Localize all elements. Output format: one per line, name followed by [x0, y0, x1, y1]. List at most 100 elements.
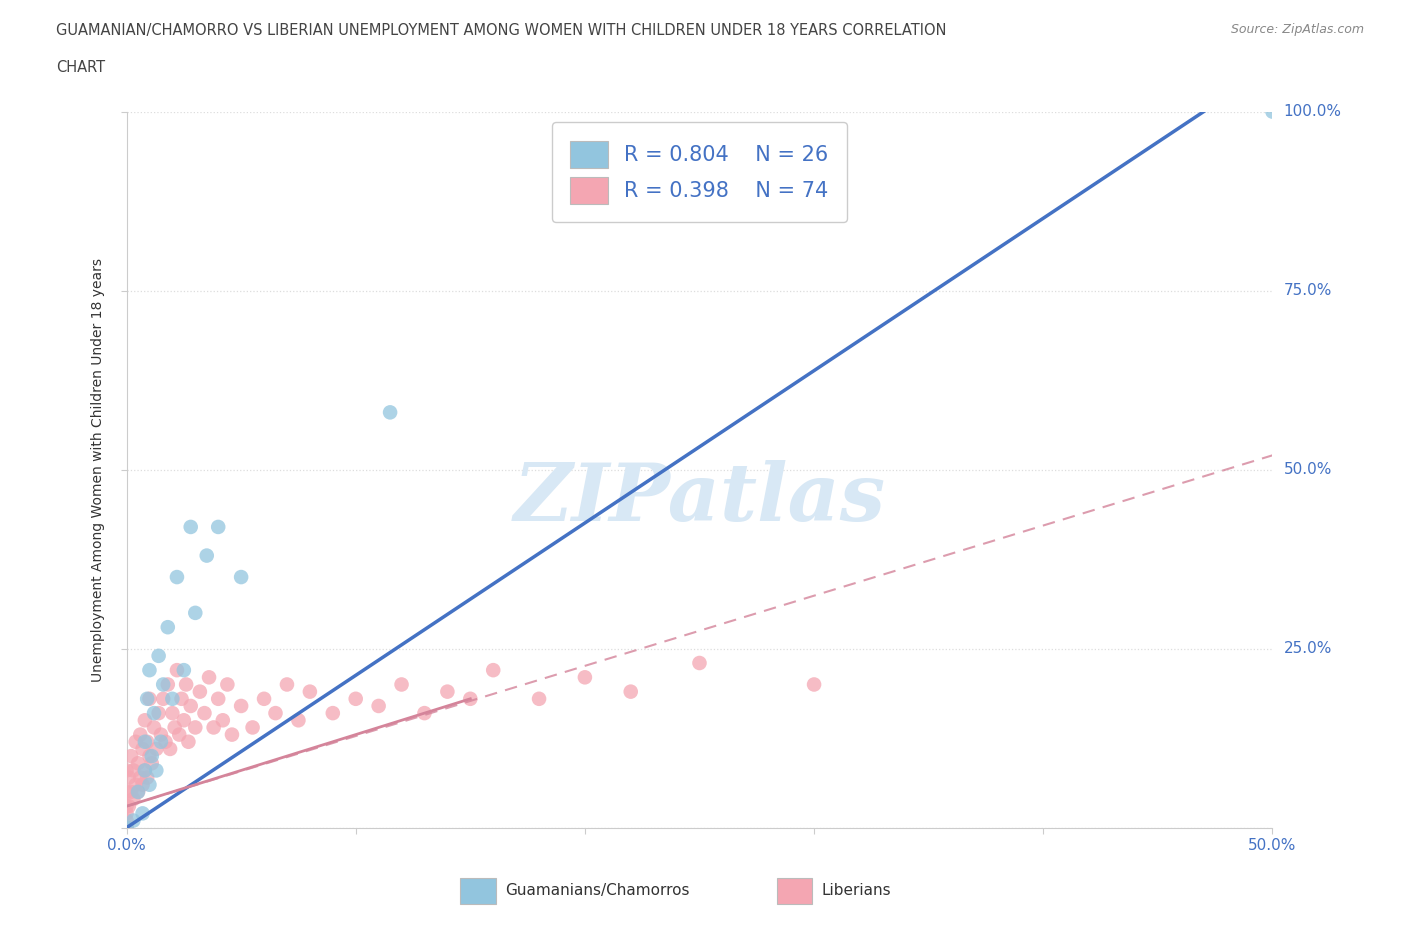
Point: [193, 706, 215, 721]
Point: [155, 735, 177, 750]
Point: [184, 720, 207, 735]
Point: [188, 684, 211, 699]
Point: [134, 763, 156, 777]
Legend: R = 0.804    N = 26, R = 0.398    N = 74: R = 0.804 N = 26, R = 0.398 N = 74: [551, 122, 848, 222]
Point: [180, 698, 202, 713]
Point: [202, 720, 225, 735]
Point: [143, 720, 166, 735]
Point: [195, 548, 218, 563]
Point: [174, 677, 197, 692]
Point: [217, 677, 239, 692]
Point: [136, 691, 159, 706]
Text: Liberians: Liberians: [821, 884, 891, 898]
Point: [118, 799, 141, 814]
Point: [803, 677, 825, 692]
Point: [378, 405, 401, 419]
Text: 50.0%: 50.0%: [1284, 462, 1331, 477]
Point: [115, 820, 138, 835]
Point: [276, 677, 298, 692]
Point: [149, 735, 172, 750]
Point: [166, 663, 188, 678]
Point: [527, 691, 550, 706]
Point: [134, 763, 156, 777]
Point: [391, 677, 413, 692]
Point: [298, 684, 321, 699]
Point: [482, 663, 505, 678]
Point: [145, 741, 167, 756]
Point: [136, 770, 159, 785]
Text: 100.0%: 100.0%: [1284, 104, 1341, 119]
Point: [264, 706, 287, 721]
Point: [242, 720, 264, 735]
Point: [159, 741, 181, 756]
Point: [127, 785, 149, 800]
Point: [138, 749, 160, 764]
Point: [152, 691, 174, 706]
Point: [156, 619, 179, 634]
Point: [1261, 104, 1284, 119]
Text: CHART: CHART: [56, 60, 105, 75]
Point: [207, 691, 229, 706]
Point: [136, 735, 159, 750]
Text: ZIPatlas: ZIPatlas: [513, 459, 886, 537]
Point: [367, 698, 389, 713]
Point: [131, 741, 153, 756]
Point: [211, 712, 233, 727]
Text: 25.0%: 25.0%: [1284, 641, 1331, 657]
Point: [198, 670, 221, 684]
Point: [180, 520, 202, 535]
Text: Guamanians/Chamorros: Guamanians/Chamorros: [505, 884, 690, 898]
Point: [173, 663, 195, 678]
Point: [143, 706, 166, 721]
Text: Source: ZipAtlas.com: Source: ZipAtlas.com: [1230, 23, 1364, 36]
Point: [148, 706, 170, 721]
Point: [149, 727, 172, 742]
Point: [173, 712, 195, 727]
Point: [184, 605, 207, 620]
Text: GUAMANIAN/CHAMORRO VS LIBERIAN UNEMPLOYMENT AMONG WOMEN WITH CHILDREN UNDER 18 Y: GUAMANIAN/CHAMORRO VS LIBERIAN UNEMPLOYM…: [56, 23, 946, 38]
Point: [231, 698, 253, 713]
Point: [122, 791, 145, 806]
Point: [688, 656, 710, 671]
Point: [115, 763, 138, 777]
Point: [156, 677, 179, 692]
Point: [167, 727, 190, 742]
Point: [287, 712, 309, 727]
Point: [152, 677, 174, 692]
Point: [177, 735, 200, 750]
Point: [413, 706, 436, 721]
Point: [129, 770, 152, 785]
Point: [574, 670, 596, 684]
Point: [620, 684, 643, 699]
Point: [115, 785, 138, 800]
Point: [118, 770, 141, 785]
Text: 75.0%: 75.0%: [1284, 283, 1331, 299]
Point: [115, 820, 138, 835]
Point: [131, 806, 153, 821]
Point: [162, 691, 184, 706]
Point: [231, 569, 253, 585]
Point: [127, 756, 149, 771]
Point: [120, 749, 142, 764]
Point: [145, 763, 167, 777]
Point: [115, 820, 138, 835]
Point: [207, 520, 229, 535]
Point: [141, 756, 163, 771]
Point: [166, 569, 188, 585]
Point: [458, 691, 481, 706]
Point: [115, 799, 138, 814]
Point: [253, 691, 276, 706]
Point: [163, 720, 186, 735]
Point: [138, 663, 160, 678]
Point: [134, 712, 156, 727]
Point: [221, 727, 243, 742]
Y-axis label: Unemployment Among Women with Children Under 18 years: Unemployment Among Women with Children U…: [91, 258, 105, 682]
Point: [122, 813, 145, 828]
Point: [138, 777, 160, 792]
Point: [148, 648, 170, 663]
Point: [129, 727, 152, 742]
Point: [134, 735, 156, 750]
Point: [131, 777, 153, 792]
Point: [125, 735, 148, 750]
Point: [162, 706, 184, 721]
